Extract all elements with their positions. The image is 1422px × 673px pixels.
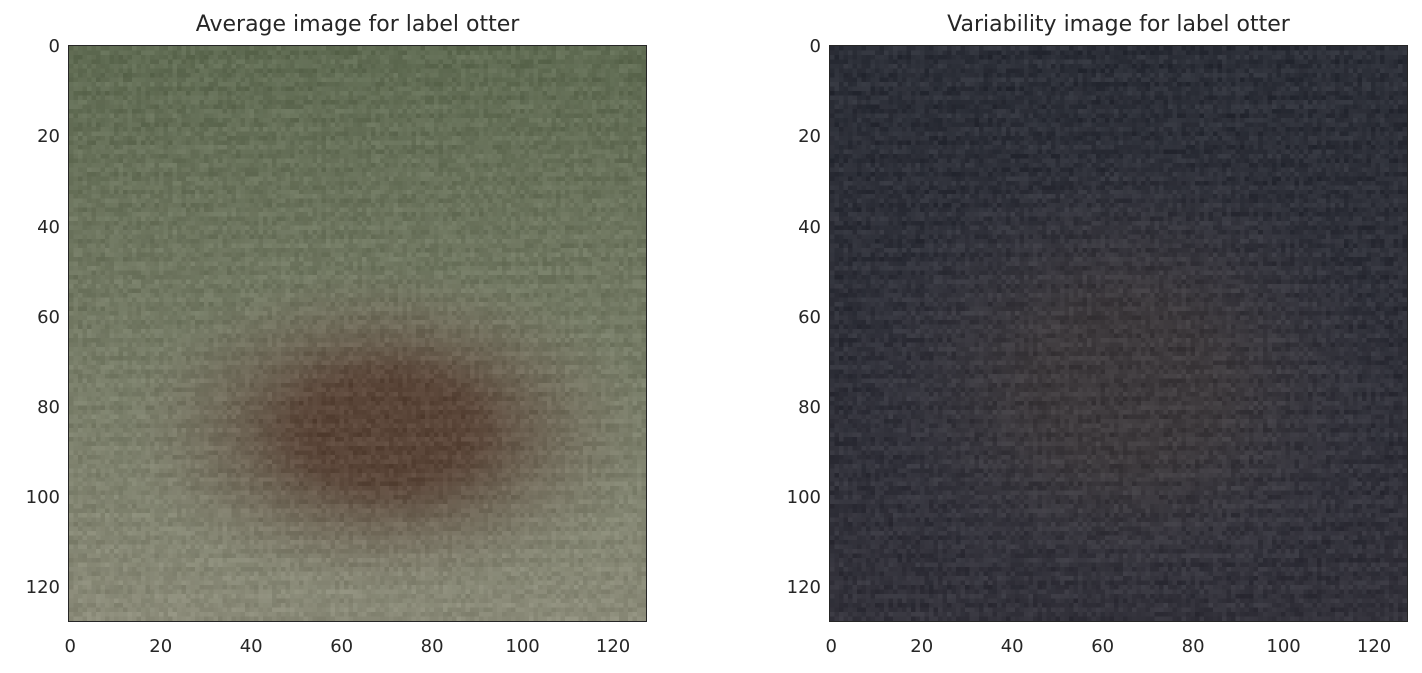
average-image-ytick-label: 120 <box>25 577 60 599</box>
variability-image-xtick-label: 0 <box>825 636 837 657</box>
variability-image-xtick-label: 20 <box>910 636 934 657</box>
average-image-ytick-label: 40 <box>37 216 60 238</box>
average-image-ytick-label: 0 <box>48 36 60 58</box>
variability-image-plot <box>829 45 1408 622</box>
average-image-ytick-label: 20 <box>37 126 60 148</box>
variability-image-ytick-label: 0 <box>809 36 821 58</box>
average-image-xtick-label: 80 <box>420 636 444 657</box>
variability-image-title: Variability image for label otter <box>947 12 1290 37</box>
variability-image-xtick-label: 80 <box>1181 636 1205 657</box>
variability-image-xtick-label: 40 <box>1000 636 1024 657</box>
variability-image-xtick-label: 60 <box>1091 636 1115 657</box>
variability-image-ytick-label: 40 <box>798 216 821 238</box>
average-image-title: Average image for label otter <box>195 12 520 37</box>
variability-image-xtick-label: 120 <box>1356 636 1392 657</box>
average-image-ytick-label: 80 <box>37 396 60 418</box>
variability-image-ytick-label: 100 <box>786 487 821 509</box>
variability-image-ytick-label: 80 <box>798 396 821 418</box>
variability-image-heatmap <box>830 46 1407 621</box>
average-image-plot <box>68 45 647 622</box>
average-image-xtick-label: 120 <box>595 636 631 657</box>
average-image-xtick-label: 40 <box>239 636 263 657</box>
average-image-ytick-label: 100 <box>25 487 60 509</box>
average-image-xtick-label: 0 <box>64 636 76 657</box>
variability-image-xtick-label: 100 <box>1266 636 1301 657</box>
average-image-xtick-label: 20 <box>149 636 173 657</box>
average-image-heatmap <box>69 46 646 621</box>
variability-image-ytick-label: 20 <box>798 126 821 148</box>
variability-image-ytick-label: 60 <box>798 306 821 328</box>
variability-image-ytick-label: 120 <box>786 577 821 599</box>
average-image-xtick-label: 100 <box>505 636 540 657</box>
average-image-ytick-label: 60 <box>37 306 60 328</box>
average-image-xtick-label: 60 <box>330 636 354 657</box>
